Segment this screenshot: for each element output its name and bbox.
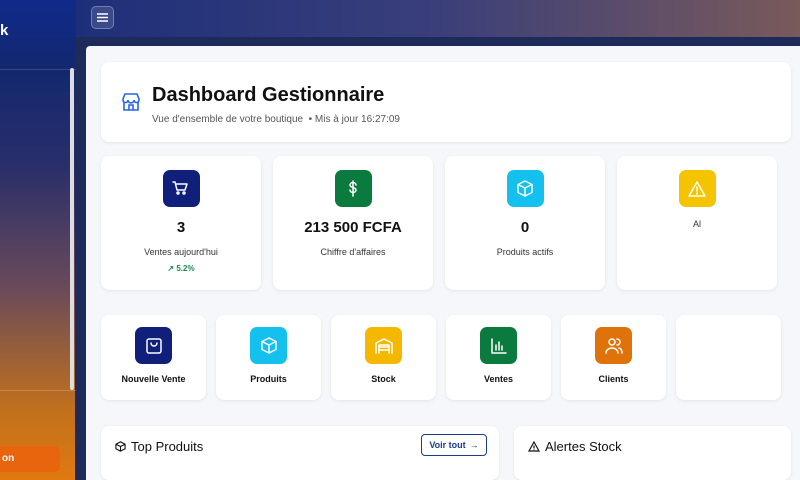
arrow-right-icon: → <box>469 440 479 450</box>
action-label: Stock <box>371 374 396 384</box>
action-icon-box <box>250 327 287 364</box>
quick-action-clients[interactable]: Clients <box>561 315 666 400</box>
sidebar: k on <box>0 0 76 480</box>
cart-icon <box>172 180 188 195</box>
page-title: Dashboard Gestionnaire <box>152 84 385 106</box>
stock-alerts-title: Alertes Stock <box>545 439 622 454</box>
action-icon-box <box>595 327 632 364</box>
divider <box>0 390 76 391</box>
action-icon-box <box>480 327 517 364</box>
subtitle-text: Vue d'ensemble de votre boutique <box>152 114 304 125</box>
warning-icon <box>528 441 540 452</box>
top-products-panel: Top Produits Voir tout → <box>101 426 499 480</box>
stock-alerts-panel: Alertes Stock <box>514 426 791 480</box>
alert-icon <box>688 180 706 197</box>
box-icon <box>115 441 126 452</box>
panel-title: Top Produits <box>115 439 203 454</box>
see-all-button[interactable]: Voir tout → <box>421 434 487 456</box>
quick-action-ventes[interactable]: Ventes <box>446 315 551 400</box>
header-card: Dashboard Gestionnaire Vue d'ensemble de… <box>101 62 791 142</box>
action-label: Produits <box>250 374 287 384</box>
action-label: Ventes <box>483 374 514 384</box>
page-subtitle: Vue d'ensemble de votre boutique • Mis à… <box>152 114 400 125</box>
stat-value: 213 500 FCFA <box>304 219 402 236</box>
main-content: Dashboard Gestionnaire Vue d'ensemble de… <box>86 46 800 480</box>
dollar-icon <box>349 179 357 197</box>
quick-action-nouvelle-vente[interactable]: Nouvelle Vente <box>101 315 206 400</box>
stat-card: 3 Ventes aujourd'hui ↗ 5.2% <box>101 156 261 290</box>
users-icon <box>604 337 623 354</box>
stat-card: 213 500 FCFA Chiffre d'affaires <box>273 156 433 290</box>
last-updated: • Mis à jour 16:27:09 <box>308 114 400 125</box>
panel-title: Alertes Stock <box>528 439 622 454</box>
box-icon <box>260 336 277 354</box>
stat-icon-box <box>506 170 544 207</box>
sidebar-scrollbar[interactable] <box>70 68 74 390</box>
bar-chart-icon <box>490 337 507 354</box>
store-icon <box>122 93 140 111</box>
stat-card: 0 Produits actifs <box>445 156 605 290</box>
box-icon <box>517 179 533 197</box>
stat-label: Ventes aujourd'hui <box>144 247 218 257</box>
stat-icon-box <box>162 170 200 207</box>
logout-button[interactable]: on <box>0 446 60 472</box>
trend-value: 5.2% <box>176 264 195 273</box>
top-products-title: Top Produits <box>131 439 204 454</box>
trend-indicator: ↗ 5.2% <box>101 264 261 273</box>
quick-action-produits[interactable]: Produits <box>216 315 321 400</box>
bag-icon <box>145 337 162 354</box>
see-all-label: Voir tout <box>429 440 466 450</box>
stat-label: Chiffre d'affaires <box>320 247 386 257</box>
menu-toggle-button[interactable] <box>91 6 114 29</box>
stat-card: Al <box>617 156 777 290</box>
stat-value: 3 <box>176 219 186 236</box>
action-icon-box <box>365 327 402 364</box>
stat-label: Produits actifs <box>496 247 554 257</box>
divider <box>0 69 76 70</box>
brand-name: k <box>0 22 9 39</box>
action-icon-box <box>135 327 172 364</box>
quick-action-stock[interactable]: Stock <box>331 315 436 400</box>
stat-icon-box <box>334 170 372 207</box>
action-label: Clients <box>598 374 629 384</box>
stat-value: 0 <box>520 219 530 236</box>
warehouse-icon <box>374 337 393 354</box>
quick-action-card[interactable] <box>676 315 781 400</box>
top-bar <box>76 0 800 37</box>
hamburger-icon <box>97 13 108 22</box>
action-label: Nouvelle Vente <box>121 374 186 384</box>
stat-icon-box <box>678 170 716 207</box>
trending-up-icon: ↗ <box>167 264 175 273</box>
stat-label: Al <box>692 219 701 229</box>
